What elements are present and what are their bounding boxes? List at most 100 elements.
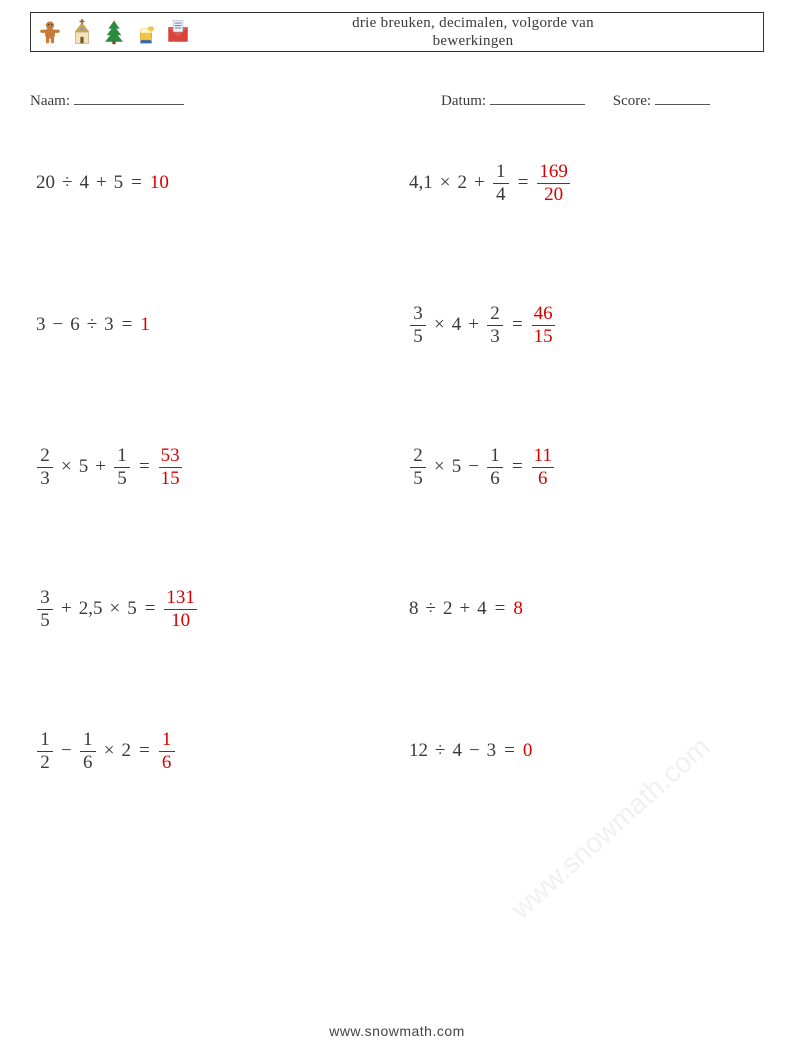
problem-row: 35+2,5×5=13110 8÷2+4=8 bbox=[30, 584, 764, 634]
operator: − bbox=[465, 740, 484, 762]
fraction: 25 bbox=[409, 446, 427, 489]
meta-date: Datum: bbox=[441, 90, 585, 110]
number: 5 bbox=[114, 172, 124, 194]
operator: ÷ bbox=[83, 314, 101, 336]
number: 5 bbox=[127, 598, 137, 620]
answer-fraction: 116 bbox=[531, 446, 555, 489]
number: 3 bbox=[36, 314, 46, 336]
expression: 20÷4+5=10 bbox=[36, 172, 169, 194]
problems-grid: 20÷4+5=104,1×2+14=169203−6÷3=135×4+23=46… bbox=[30, 158, 764, 776]
header-box: drie breuken, decimalen, volgorde van be… bbox=[30, 12, 764, 52]
footer: www.snowmath.com bbox=[0, 1023, 794, 1039]
expression: 23×5+15=5315 bbox=[36, 446, 183, 489]
pine-tree-icon bbox=[101, 17, 127, 47]
worksheet-page: drie breuken, decimalen, volgorde van be… bbox=[30, 12, 764, 1012]
expression: 35×4+23=4615 bbox=[409, 304, 556, 347]
problem-right: 8÷2+4=8 bbox=[403, 598, 776, 620]
number: 20 bbox=[36, 172, 55, 194]
fraction: 16 bbox=[486, 446, 504, 489]
operator: + bbox=[92, 172, 111, 194]
operator: ÷ bbox=[422, 598, 440, 620]
wish-letter-icon bbox=[165, 17, 191, 47]
number: 2 bbox=[121, 740, 131, 762]
fraction: 14 bbox=[492, 162, 510, 205]
meta-score: Score: bbox=[613, 90, 710, 110]
equals: = bbox=[513, 172, 534, 194]
expression: 8÷2+4=8 bbox=[409, 598, 523, 620]
fraction: 12 bbox=[36, 730, 54, 773]
gingerbread-icon bbox=[37, 17, 63, 47]
answer: 0 bbox=[523, 740, 533, 762]
number: 8 bbox=[409, 598, 419, 620]
operator: × bbox=[57, 456, 76, 478]
expression: 4,1×2+14=16920 bbox=[409, 162, 571, 205]
expression: 25×5−16=116 bbox=[409, 446, 555, 489]
fraction: 35 bbox=[36, 588, 54, 631]
operator: × bbox=[100, 740, 119, 762]
fraction: 15 bbox=[113, 446, 131, 489]
footer-text: www.snowmath.com bbox=[329, 1023, 465, 1039]
answer-fraction: 16 bbox=[158, 730, 176, 773]
equals: = bbox=[134, 456, 155, 478]
problem-right: 12÷4−3=0 bbox=[403, 740, 776, 762]
operator: − bbox=[49, 314, 68, 336]
number: 4 bbox=[452, 314, 462, 336]
expression: 3−6÷3=1 bbox=[36, 314, 150, 336]
operator: + bbox=[91, 456, 110, 478]
problem-right: 35×4+23=4615 bbox=[403, 304, 776, 347]
number: 4 bbox=[452, 740, 462, 762]
number: 6 bbox=[70, 314, 80, 336]
number: 12 bbox=[409, 740, 428, 762]
score-blank bbox=[655, 90, 710, 105]
problem-right: 4,1×2+14=16920 bbox=[403, 162, 776, 205]
score-label: Score: bbox=[613, 93, 651, 109]
name-blank bbox=[74, 90, 184, 105]
worksheet-title: drie breuken, decimalen, volgorde van be… bbox=[191, 14, 755, 50]
expression: 12÷4−3=0 bbox=[409, 740, 532, 762]
fraction: 16 bbox=[79, 730, 97, 773]
problem-left: 12−16×2=16 bbox=[30, 730, 403, 773]
candle-icon bbox=[133, 17, 159, 47]
equals: = bbox=[499, 740, 520, 762]
problem-right: 25×5−16=116 bbox=[403, 446, 776, 489]
answer: 1 bbox=[140, 314, 150, 336]
operator: × bbox=[430, 314, 449, 336]
title-line-2: bewerkingen bbox=[201, 32, 745, 50]
number: 3 bbox=[104, 314, 114, 336]
header-icons bbox=[37, 17, 191, 47]
number: 5 bbox=[452, 456, 462, 478]
fraction: 35 bbox=[409, 304, 427, 347]
title-line-1: drie breuken, decimalen, volgorde van bbox=[201, 14, 745, 32]
expression: 12−16×2=16 bbox=[36, 730, 176, 773]
number: 2 bbox=[443, 598, 453, 620]
fraction: 23 bbox=[36, 446, 54, 489]
operator: ÷ bbox=[431, 740, 449, 762]
answer-fraction: 16920 bbox=[536, 162, 571, 205]
name-label: Naam: bbox=[30, 93, 70, 109]
equals: = bbox=[507, 456, 528, 478]
number: 4 bbox=[477, 598, 487, 620]
number: 4,1 bbox=[409, 172, 433, 194]
equals: = bbox=[490, 598, 511, 620]
problem-row: 23×5+15=531525×5−16=116 bbox=[30, 442, 764, 492]
problem-row: 20÷4+5=10 4,1×2+14=16920 bbox=[30, 158, 764, 208]
number: 2 bbox=[457, 172, 467, 194]
number: 3 bbox=[487, 740, 497, 762]
operator: − bbox=[57, 740, 76, 762]
fraction: 23 bbox=[486, 304, 504, 347]
number: 5 bbox=[79, 456, 89, 478]
equals: = bbox=[134, 740, 155, 762]
number: 4 bbox=[79, 172, 89, 194]
answer: 8 bbox=[513, 598, 523, 620]
expression: 35+2,5×5=13110 bbox=[36, 588, 198, 631]
answer: 10 bbox=[150, 172, 169, 194]
problem-left: 3−6÷3=1 bbox=[30, 314, 403, 336]
equals: = bbox=[507, 314, 528, 336]
church-icon bbox=[69, 17, 95, 47]
answer-fraction: 5315 bbox=[158, 446, 183, 489]
operator: × bbox=[105, 598, 124, 620]
answer-fraction: 13110 bbox=[163, 588, 198, 631]
problem-left: 35+2,5×5=13110 bbox=[30, 588, 403, 631]
date-blank bbox=[490, 90, 585, 105]
problem-row: 12−16×2=1612÷4−3=0 bbox=[30, 726, 764, 776]
